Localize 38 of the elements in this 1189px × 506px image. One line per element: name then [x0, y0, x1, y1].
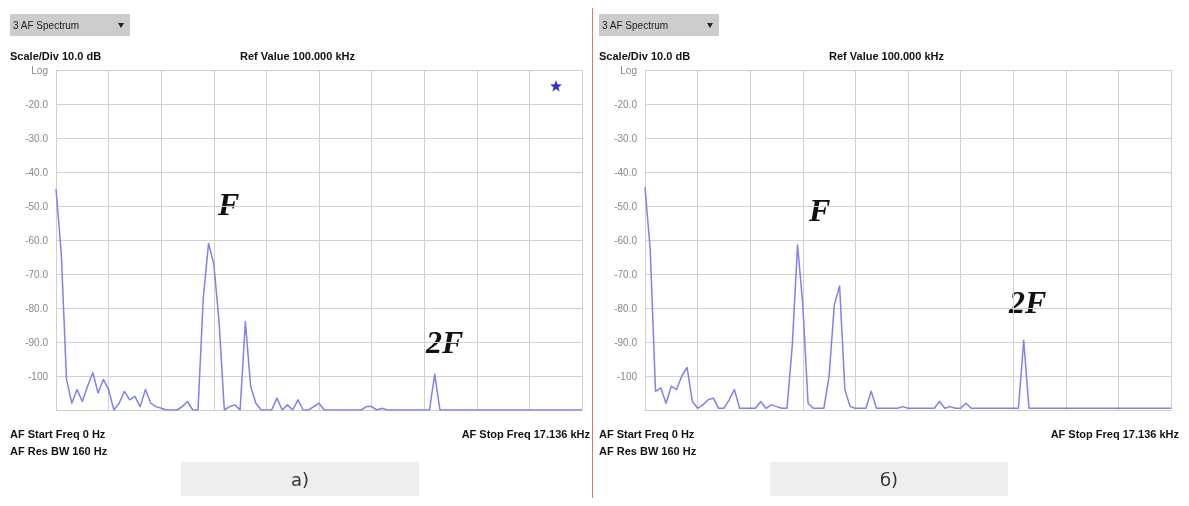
y-tick-label: -90.0: [25, 336, 49, 348]
y-tick-label: -50.0: [25, 200, 49, 212]
y-tick-label: -40.0: [25, 166, 49, 178]
text: Scale/Div 10.0 dB: [10, 49, 102, 62]
y-tick-label: -100: [27, 370, 49, 382]
text: Scale/Div 10.0 dB: [599, 49, 691, 62]
y-tick-label: -80.0: [25, 302, 49, 314]
text: Ref Value 100.000 kHz: [829, 49, 945, 62]
line-series: [644, 186, 1172, 410]
y-tick-label: -50.0: [614, 200, 638, 212]
text: б): [879, 468, 899, 490]
text: AF Res BW 160 Hz: [599, 444, 697, 457]
y-tick-label: -20.0: [25, 98, 49, 110]
line-series: [55, 188, 583, 411]
annotation: F: [808, 192, 831, 228]
annotation: F: [217, 186, 240, 222]
text: 3 AF Spectrum: [602, 19, 669, 31]
y-tick-label: -60.0: [614, 234, 638, 246]
text: AF Res BW 160 Hz: [10, 444, 108, 457]
text: AF Stop Freq 17.136 kHz: [1050, 427, 1180, 440]
y-tick-label: -60.0: [25, 234, 49, 246]
y-tick-label: -90.0: [614, 336, 638, 348]
y-tick-label: Log: [31, 64, 48, 76]
y-tick-label: -100: [616, 370, 638, 382]
y-tick-label: -70.0: [25, 268, 49, 280]
text: AF Start Freq 0 Hz: [10, 427, 106, 440]
text: Ref Value 100.000 kHz: [240, 49, 356, 62]
text: 3 AF Spectrum: [13, 19, 80, 31]
y-tick-label: Log: [620, 64, 637, 76]
text: AF Start Freq 0 Hz: [599, 427, 695, 440]
y-tick-label: -70.0: [614, 268, 638, 280]
y-tick-label: -30.0: [25, 132, 49, 144]
text: а): [290, 468, 310, 490]
y-tick-label: -30.0: [614, 132, 638, 144]
text: AF Stop Freq 17.136 kHz: [461, 427, 591, 440]
y-tick-label: -80.0: [614, 302, 638, 314]
y-tick-label: -40.0: [614, 166, 638, 178]
y-tick-label: -20.0: [614, 98, 638, 110]
